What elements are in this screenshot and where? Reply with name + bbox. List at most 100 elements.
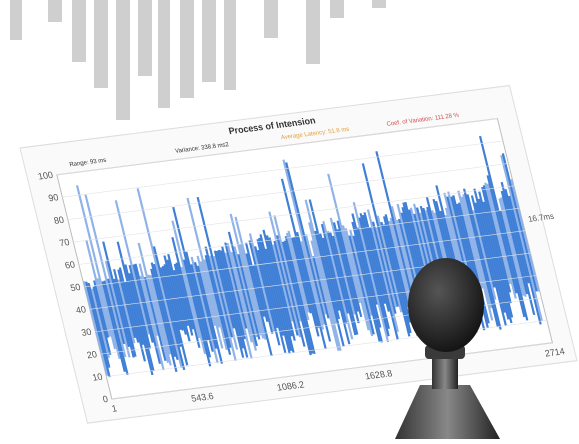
signal-bar	[160, 267, 182, 347]
signal-bar	[101, 281, 126, 372]
y-axis-label: 60	[64, 259, 76, 270]
signal-bar	[328, 231, 357, 336]
signal-bar	[132, 264, 154, 343]
signal-bar	[248, 240, 274, 334]
signal-bar	[153, 263, 179, 360]
signal-bar	[193, 262, 218, 349]
signal-bar	[262, 229, 295, 353]
signal-bar	[226, 243, 253, 343]
signal-bar	[362, 214, 386, 304]
right-label: 16.7ms	[527, 212, 555, 224]
signal-bar	[245, 253, 273, 357]
signal-bar	[500, 197, 527, 297]
signal-bar	[295, 231, 327, 350]
signal-bar	[143, 277, 167, 361]
signal-bar	[117, 269, 137, 338]
signal-bar	[384, 214, 410, 308]
signal-bar	[348, 235, 375, 335]
signal-bar	[318, 232, 341, 311]
signal-bar	[113, 278, 135, 358]
signal-bar	[234, 216, 267, 340]
signal-bar	[258, 237, 285, 336]
stat-text: Range: 93 ms	[69, 157, 107, 169]
signal-bar	[180, 266, 201, 339]
signal-bar	[150, 268, 178, 373]
signal-bar	[284, 236, 316, 354]
grid-line	[62, 140, 503, 198]
signal-bar	[366, 209, 400, 332]
signal-bar	[254, 246, 281, 346]
signal-bar	[460, 196, 494, 321]
signal-bar	[291, 237, 312, 314]
signal-bar	[138, 263, 159, 336]
signal-bar	[498, 198, 525, 296]
signal-bar	[504, 189, 530, 284]
signal-bar	[186, 197, 221, 328]
y-axis-label: 0	[102, 394, 109, 405]
signal-bar	[280, 178, 320, 328]
signal-bar	[248, 233, 275, 332]
signal-bar	[85, 240, 112, 337]
signal-bar	[481, 186, 512, 304]
signal-bar	[136, 188, 183, 368]
signal-bar	[344, 228, 374, 337]
signal-bar	[308, 222, 342, 351]
signal-bar	[166, 259, 187, 335]
signal-bar	[182, 259, 212, 367]
signal-bar	[285, 232, 310, 321]
signal-bar	[124, 264, 154, 376]
signal-bar	[268, 237, 296, 341]
signal-bar	[285, 162, 332, 342]
signal-bar	[117, 279, 136, 344]
signal-bar	[361, 163, 400, 307]
signal-bar	[332, 235, 359, 335]
signal-bar	[252, 264, 269, 322]
y-axis-label: 30	[80, 327, 92, 338]
signal-bar	[118, 267, 140, 343]
signal-bar	[137, 242, 170, 363]
signal-bar	[84, 194, 127, 358]
signal-bar	[312, 256, 330, 319]
x-axis-label: 543.6	[190, 391, 214, 404]
signal-bar	[208, 255, 237, 361]
signal-bar	[336, 229, 359, 312]
signal-bar	[259, 234, 291, 354]
signal-bar	[356, 227, 378, 305]
y-axis-label: 100	[37, 170, 54, 182]
signal-bar	[161, 266, 189, 366]
signal-bar	[477, 198, 510, 320]
signal-bar	[264, 248, 293, 351]
x-axis-label: 1628.8	[364, 368, 393, 381]
signal-bar	[230, 252, 258, 351]
signal-bar	[382, 216, 412, 323]
signal-bar	[457, 190, 484, 289]
signal-bar	[215, 250, 245, 358]
signal-bar	[376, 215, 403, 313]
signal-bar	[508, 195, 542, 325]
signal-bar	[283, 240, 314, 354]
signal-bar	[196, 196, 234, 339]
printout: 10090807060504030201001543.61086.21628.8…	[19, 84, 578, 424]
signal-bar	[103, 280, 129, 375]
signal-bar	[104, 260, 131, 358]
signal-bar	[244, 242, 266, 317]
y-axis-label: 20	[86, 349, 98, 360]
signal-bar	[171, 220, 207, 355]
signal-bar	[349, 229, 373, 316]
signal-bar	[239, 244, 265, 339]
signal-bar	[256, 239, 287, 353]
signal-bar	[300, 241, 325, 330]
signal	[75, 136, 543, 378]
signal-bar	[113, 269, 137, 357]
signal-bar	[199, 261, 224, 349]
signal-bar	[382, 224, 412, 334]
signal-bar	[293, 236, 320, 337]
signal-bar	[93, 280, 110, 338]
x-axis-label: 1086.2	[276, 379, 305, 392]
signal-bar	[190, 264, 214, 352]
signal-bar	[486, 183, 517, 299]
signal-bar	[352, 202, 390, 343]
signal-bar	[147, 274, 172, 366]
